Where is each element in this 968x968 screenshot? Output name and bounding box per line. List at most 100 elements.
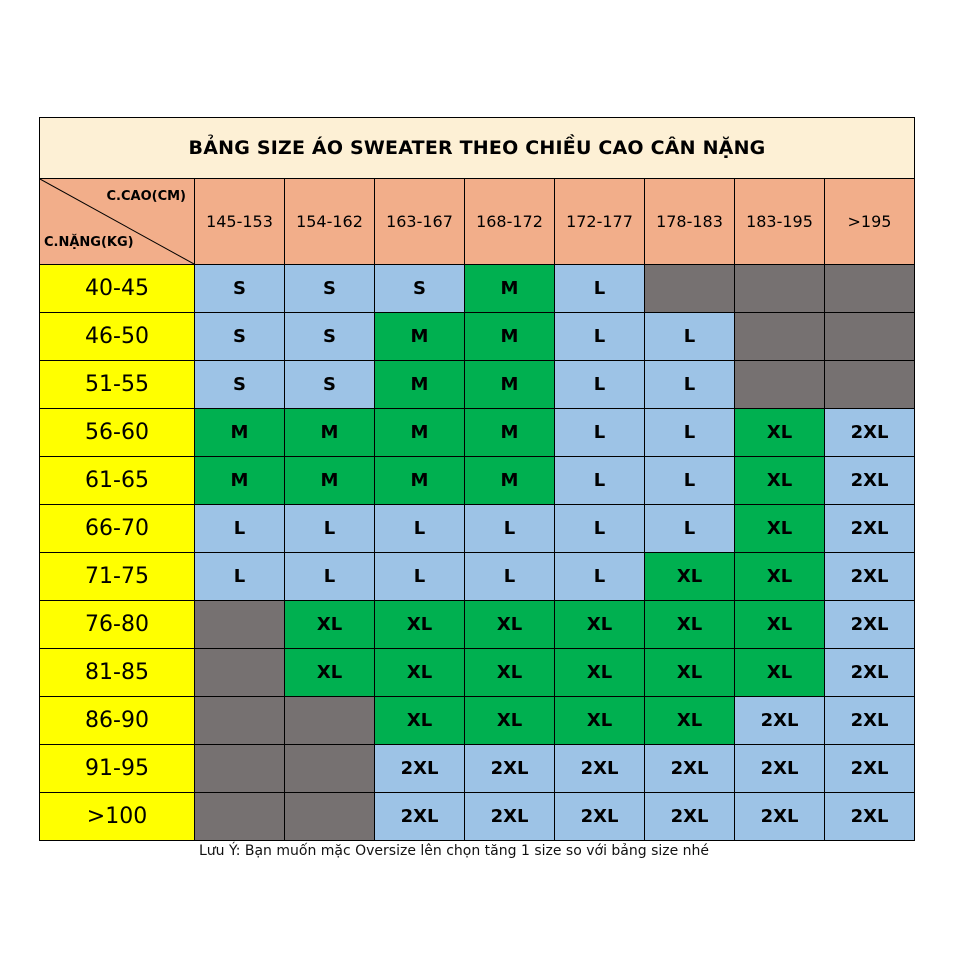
size-cell: L [554,504,645,553]
size-cell: L [644,408,735,457]
weight-label: 91-95 [39,744,195,793]
table-row: 86-90 XL XL XL XL 2XL 2XL [39,696,915,745]
table-row: 61-65 M M M M L L XL 2XL [39,456,915,505]
size-cell: L [644,504,735,553]
table-row: 40-45 S S S M L [39,264,915,313]
size-cell: M [374,408,465,457]
size-cell: L [374,552,465,601]
size-cell: M [464,312,555,361]
size-cell: L [554,264,645,313]
size-cell: XL [554,600,645,649]
size-cell: S [194,264,285,313]
size-cell: 2XL [374,792,465,841]
weight-label: 86-90 [39,696,195,745]
size-cell: XL [734,600,825,649]
size-cell: XL [734,504,825,553]
size-cell: M [374,360,465,409]
size-cell: 2XL [644,744,735,793]
empty-cell [194,744,285,793]
size-cell: 2XL [824,504,915,553]
height-header: 145-153 [194,178,285,265]
note-text: Lưu Ý: Bạn muốn mặc Oversize lên chọn tă… [199,843,710,859]
size-cell: L [644,456,735,505]
height-header: >195 [824,178,915,265]
weight-label: 81-85 [39,648,195,697]
size-cell: S [284,360,375,409]
table-row: 71-75 L L L L L XL XL 2XL [39,552,915,601]
size-cell: L [374,504,465,553]
empty-cell [734,312,825,361]
size-cell: S [284,264,375,313]
empty-cell [284,792,375,841]
size-cell: L [554,312,645,361]
diagonal-divider [40,179,194,264]
size-cell: 2XL [824,648,915,697]
size-cell: M [194,456,285,505]
size-cell: XL [734,552,825,601]
height-header: 154-162 [284,178,375,265]
empty-cell [194,696,285,745]
size-cell: L [464,552,555,601]
size-cell: 2XL [734,744,825,793]
table-row: 81-85 XL XL XL XL XL XL 2XL [39,648,915,697]
weight-label: 40-45 [39,264,195,313]
size-cell: 2XL [734,696,825,745]
size-cell: 2XL [554,744,645,793]
empty-cell [194,648,285,697]
weight-label: 76-80 [39,600,195,649]
empty-cell [734,360,825,409]
height-header: 168-172 [464,178,555,265]
size-cell: M [374,312,465,361]
size-cell: L [644,360,735,409]
size-cell: XL [464,648,555,697]
size-cell: XL [374,696,465,745]
size-cell: 2XL [824,600,915,649]
size-cell: M [464,408,555,457]
size-cell: 2XL [824,408,915,457]
size-cell: 2XL [824,552,915,601]
height-header: 172-177 [554,178,645,265]
size-cell: 2XL [644,792,735,841]
table-row: 91-95 2XL 2XL 2XL 2XL 2XL 2XL [39,744,915,793]
size-cell: L [554,456,645,505]
size-cell: S [194,312,285,361]
size-cell: L [464,504,555,553]
size-cell: M [464,456,555,505]
weight-label: 66-70 [39,504,195,553]
corner-cell: C.CAO(CM) C.NẶNG(KG) [39,178,195,265]
size-cell: M [284,456,375,505]
size-chart-table: BẢNG SIZE ÁO SWEATER THEO CHIỀU CAO CÂN … [39,117,915,841]
size-cell: M [284,408,375,457]
size-cell: XL [644,696,735,745]
size-cell: S [374,264,465,313]
size-cell: XL [554,648,645,697]
size-cell: 2XL [734,792,825,841]
size-cell: L [194,504,285,553]
size-cell: S [194,360,285,409]
size-cell: L [554,408,645,457]
empty-cell [284,744,375,793]
weight-label: >100 [39,792,195,841]
size-cell: XL [464,696,555,745]
empty-cell [734,264,825,313]
table-title: BẢNG SIZE ÁO SWEATER THEO CHIỀU CAO CÂN … [39,117,915,179]
table-row: 76-80 XL XL XL XL XL XL 2XL [39,600,915,649]
size-cell: XL [644,648,735,697]
size-cell: XL [734,648,825,697]
table-row: 46-50 S S M M L L [39,312,915,361]
size-cell: 2XL [824,792,915,841]
size-cell: M [464,264,555,313]
size-cell: L [284,504,375,553]
empty-cell [194,600,285,649]
height-header: 163-167 [374,178,465,265]
weight-label: 51-55 [39,360,195,409]
size-cell: 2XL [554,792,645,841]
empty-cell [284,696,375,745]
size-cell: L [194,552,285,601]
size-cell: 2XL [464,792,555,841]
height-header: 178-183 [644,178,735,265]
height-axis-label: C.CAO(CM) [106,189,187,204]
size-cell: 2XL [464,744,555,793]
size-cell: 2XL [824,744,915,793]
size-cell: XL [374,600,465,649]
